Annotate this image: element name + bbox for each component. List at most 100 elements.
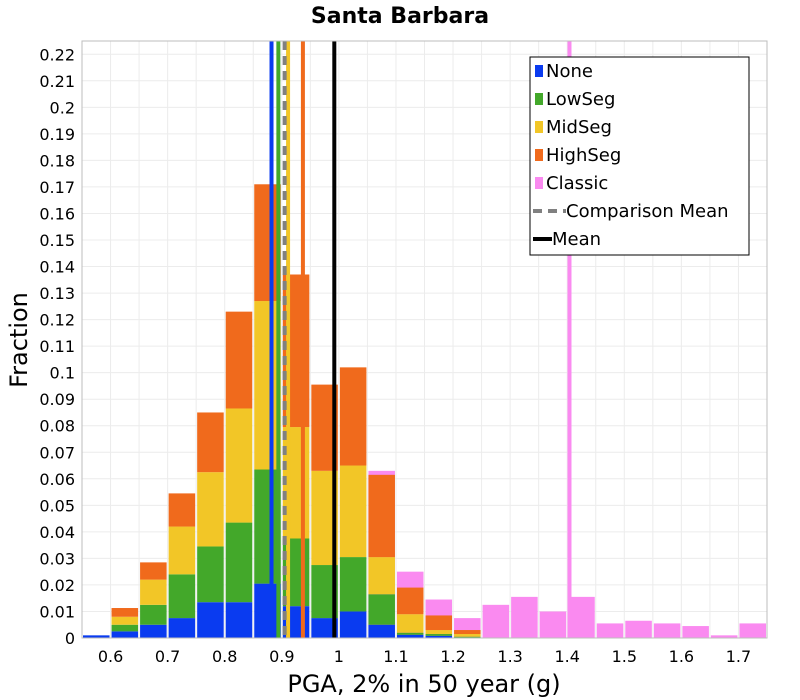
none-bar: [339, 611, 367, 638]
x-axis-ticks: 0.6 0.7 0.8 0.9 1 1.1 1.2 1.3 1.4 1.5 1.6 1.7: [98, 647, 751, 666]
legend-label: Comparison Mean: [566, 201, 729, 222]
none-bar: [140, 624, 167, 638]
plot-frame: [81, 40, 768, 639]
lowseg-bar: [225, 522, 253, 603]
x-tick-label: 1.4: [554, 647, 579, 666]
y-tick-label: 0.16: [39, 204, 75, 223]
highseg-bar: [197, 412, 224, 473]
y-axis-title: Fraction: [5, 292, 33, 388]
classic-bar: [511, 596, 538, 638]
midseg-bar: [168, 526, 196, 575]
y-tick-label: 0.07: [39, 443, 75, 462]
y-tick-label: 0.02: [39, 576, 75, 595]
chart-title: Santa Barbara: [311, 4, 489, 29]
midseg-bar: [368, 557, 395, 595]
none-bar: [311, 618, 338, 638]
y-tick-label: 0.14: [39, 258, 75, 277]
y-tick-label: 0.15: [39, 231, 75, 250]
y-tick-label: 0.18: [39, 151, 75, 170]
y-tick-label: 0.19: [39, 125, 75, 144]
x-axis-title: PGA, 2% in 50 year (g): [287, 670, 560, 698]
lowseg-bar: [396, 632, 424, 635]
lowseg-bar: [140, 604, 167, 625]
midseg-bar: [225, 408, 253, 523]
y-tick-label: 0.13: [39, 284, 75, 303]
x-tick-label: 1.2: [440, 647, 465, 666]
legend-swatch: [535, 121, 543, 133]
classic-bar: [739, 623, 766, 638]
none-bar: [225, 602, 253, 638]
legend-swatch: [535, 93, 543, 105]
x-tick-label: 0.8: [212, 647, 237, 666]
none-bar: [396, 634, 424, 638]
highseg-bar: [140, 562, 167, 580]
classic-bar: [710, 635, 738, 638]
highseg-bar: [425, 615, 453, 631]
y-tick-label: 0.1: [50, 364, 75, 383]
highseg-bar: [225, 311, 253, 409]
classic-bar: [653, 623, 681, 638]
none-bar: [197, 602, 224, 638]
x-tick-label: 0.7: [155, 647, 180, 666]
midseg-bar: [111, 616, 139, 625]
y-tick-label: 0.03: [39, 549, 75, 568]
y-tick-label: 0.04: [39, 523, 75, 542]
x-tick-label: 1.7: [726, 647, 751, 666]
lowseg-bar: [454, 636, 481, 638]
legend-box: [529, 56, 750, 256]
legend-swatch: [535, 65, 543, 77]
none-bar: [368, 624, 395, 638]
y-tick-label: 0.22: [39, 45, 75, 64]
y-tick-label: 0.17: [39, 178, 75, 197]
midseg-bar: [339, 465, 367, 558]
y-tick-label: 0.01: [39, 602, 75, 621]
classic-bar: [682, 626, 709, 638]
legend-label: Mean: [552, 229, 601, 250]
highseg-bar: [396, 587, 424, 615]
x-tick-label: 0.9: [269, 647, 294, 666]
lowseg-bar: [368, 594, 395, 625]
none-bar: [425, 635, 453, 638]
highseg-bar: [168, 493, 196, 527]
none-bar: [111, 631, 139, 638]
legend-swatch: [535, 177, 543, 189]
y-tick-label: 0: [65, 629, 75, 648]
classic-bar: [568, 596, 595, 638]
highseg-bar: [339, 367, 367, 466]
x-tick-label: 1.5: [612, 647, 637, 666]
lowseg-bar: [339, 557, 367, 612]
legend-label: LowSeg: [546, 89, 615, 110]
classic-bar: [596, 623, 624, 638]
y-tick-label: 0.05: [39, 496, 75, 515]
x-tick-label: 1.1: [383, 647, 408, 666]
y-tick-label: 0.21: [39, 72, 75, 91]
midseg-bar: [425, 630, 453, 635]
midseg-bar: [396, 614, 424, 633]
y-axis-ticks: 0 0.01 0.02 0.03 0.04 0.05 0.06 0.07 0.08 0.09 0.1…: [39, 45, 75, 648]
none-bar: [168, 618, 196, 638]
x-tick-label: 1.3: [497, 647, 522, 666]
y-tick-label: 0.2: [50, 98, 75, 117]
classic-bar: [539, 611, 567, 638]
x-tick-label: 1.6: [669, 647, 694, 666]
lowseg-bar: [168, 574, 196, 619]
highseg-bar: [111, 608, 139, 617]
midseg-bar: [140, 579, 167, 605]
legend-label: HighSeg: [546, 145, 621, 166]
legend-swatch: [535, 149, 543, 161]
legend-label: None: [546, 61, 593, 82]
lowseg-bar: [425, 634, 453, 636]
y-tick-label: 0.09: [39, 390, 75, 409]
lowseg-bar: [111, 624, 139, 632]
y-tick-label: 0.12: [39, 311, 75, 330]
y-tick-label: 0.11: [39, 337, 75, 356]
classic-bar: [625, 620, 652, 638]
mean-lines: [269, 41, 572, 638]
highseg-bar: [368, 474, 395, 558]
midseg-bar: [454, 634, 481, 637]
lowseg-bar: [197, 546, 224, 603]
x-tick-label: 0.6: [98, 647, 123, 666]
none-bar: [83, 635, 110, 638]
classic-bar: [482, 604, 510, 638]
